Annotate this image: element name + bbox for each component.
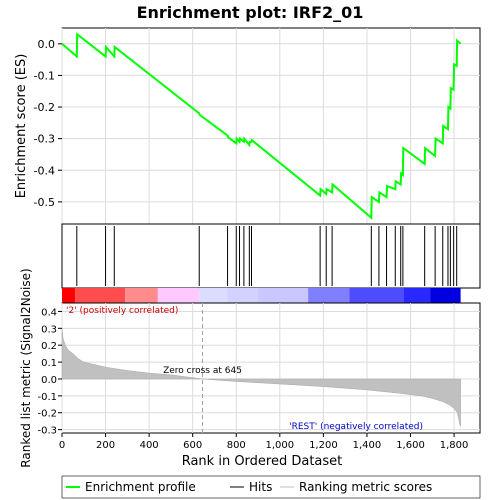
metric-y-axis-label: Ranked list metric (Signal2Noise) (19, 268, 33, 467)
metric-y-tick-label: 0.2 (41, 341, 57, 352)
metric-y-tick-label: 0.1 (41, 358, 57, 369)
es-panel-frame (61, 27, 481, 225)
legend-frame (61, 475, 481, 499)
rank-bar-segment (75, 288, 126, 303)
metric-y-tick-label: 0.0 (41, 375, 57, 386)
metric-panel-frame (61, 302, 481, 434)
es-y-tick-label: -0.4 (34, 164, 55, 177)
x-tick-label: 200 (96, 440, 115, 451)
es-panel: 0.0 -0.1 -0.2 -0.3 -0.4 -0.5 Enrichment score… (14, 27, 481, 225)
ranking-metric-area (61, 328, 461, 428)
x-tick-label: 0 (59, 440, 65, 451)
zero-cross-label: Zero cross at 645 (163, 366, 242, 376)
rank-bar-segment (403, 288, 431, 303)
legend-label-hits: Hits (249, 480, 272, 494)
es-y-axis-label: Enrichment score (ES) (14, 54, 29, 199)
hit-markers (76, 226, 458, 286)
rank-bar-segment (349, 288, 404, 303)
metric-y-tick-label: -0.2 (37, 409, 57, 420)
legend-label-ranking: Ranking metric scores (299, 480, 432, 494)
es-y-tick-label: 0.0 (38, 38, 56, 51)
x-tick-label: 1,200 (309, 440, 338, 451)
rank-bar-segment (62, 288, 76, 303)
ranked-list-color-bar (62, 288, 461, 303)
x-axis-label: Rank in Ordered Dataset (182, 454, 343, 469)
x-tick-label: 800 (227, 440, 246, 451)
rank-bar-segment (430, 288, 461, 303)
es-y-ticks: 0.0 -0.1 -0.2 -0.3 -0.4 -0.5 (34, 38, 62, 209)
metric-y-ticks: 0.4 0.3 0.2 0.1 0.0 -0.1 -0.2 -0.3 (37, 307, 62, 437)
es-y-tick-label: -0.1 (34, 69, 55, 82)
metric-y-tick-label: 0.3 (41, 324, 57, 335)
rank-bar-segment (157, 288, 200, 303)
rank-bar-segment (125, 288, 158, 303)
es-y-tick-label: -0.5 (34, 196, 55, 209)
es-y-tick-label: -0.3 (34, 133, 55, 146)
metric-y-tick-label: -0.3 (37, 426, 57, 437)
negative-correlation-label: 'REST' (negatively correlated) (289, 422, 423, 432)
es-gridlines (61, 28, 480, 224)
hits-panel-frame (61, 223, 481, 289)
es-y-tick-label: -0.2 (34, 101, 55, 114)
metric-panel: 0.4 0.3 0.2 0.1 0.0 -0.1 -0.2 -0.3 0 200 400 600 80… (19, 268, 481, 469)
x-tick-label: 1,000 (266, 440, 295, 451)
x-tick-label: 400 (140, 440, 159, 451)
metric-y-tick-label: 0.4 (41, 307, 57, 318)
rank-bar-segment (308, 288, 350, 303)
chart-title: Enrichment plot: IRF2_01 (137, 3, 364, 22)
x-tick-label: 600 (183, 440, 202, 451)
legend-label-enrichment: Enrichment profile (85, 480, 196, 494)
x-tick-label: 1,400 (353, 440, 382, 451)
x-tick-label: 1,800 (440, 440, 469, 451)
rank-bar-segment (258, 288, 309, 303)
x-tick-label: 1,600 (396, 440, 425, 451)
rank-bar-segment (227, 288, 259, 303)
hits-panel (61, 223, 481, 289)
metric-y-tick-label: -0.1 (37, 392, 57, 403)
enrichment-profile-line (61, 32, 462, 220)
legend: Enrichment profile Hits Ranking metric s… (61, 475, 481, 499)
rank-bar-segment (199, 288, 228, 303)
metric-x-ticks: 0 200 400 600 800 1,000 1,200 1,400 1,600 1,800 (59, 433, 469, 451)
positive-correlation-label: '2' (positively correlated) (66, 306, 178, 316)
